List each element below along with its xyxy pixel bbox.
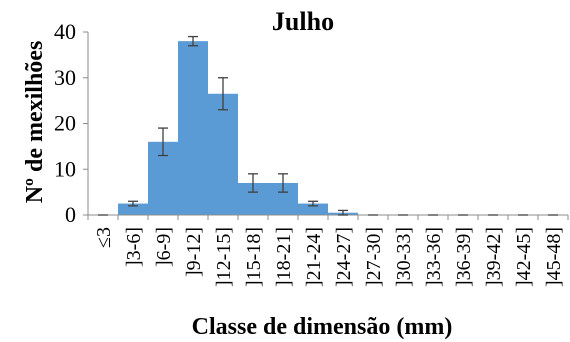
x-category-label: ]15-18] [243, 227, 265, 287]
y-tick-label: 30 [54, 65, 76, 90]
y-axis-title: Nº de mexilhões [22, 41, 48, 204]
x-category-label: ]33-36] [423, 227, 445, 287]
x-category-label: ]42-45] [513, 227, 535, 287]
x-axis-title: Classe de dimensão (mm) [192, 314, 453, 340]
x-category-label: ]39-42] [483, 227, 505, 287]
x-category-label: ]45-48] [543, 227, 565, 287]
bar [298, 203, 328, 215]
plot-area: 0 10 20 30 40 ≤3 ]3-6] ]6-9] ]9-12] ]12-15] ]15-18… [54, 19, 569, 287]
x-category-label: ]36-39] [453, 227, 475, 287]
x-category-label: ]18-21] [273, 227, 295, 287]
x-category-label: ]12-15] [213, 227, 235, 287]
y-tick-label: 20 [54, 111, 76, 136]
chart-title: Julho [272, 7, 334, 36]
x-category-label: ]3-6] [123, 227, 145, 267]
x-category-label: ]30-33] [393, 227, 415, 287]
x-category-label: ]27-30] [363, 227, 385, 287]
y-tick-label: 40 [54, 19, 76, 44]
x-category-label: ≤3 [93, 227, 115, 248]
x-category-label: ]9-12] [183, 227, 205, 277]
y-tick-label: 10 [54, 156, 76, 181]
x-category-label: ]21-24] [303, 227, 325, 287]
x-category-label: ]24-27] [333, 227, 355, 287]
x-category-label: ]6-9] [153, 227, 175, 267]
y-tick-label: 0 [65, 202, 76, 227]
bar [208, 93, 238, 215]
bar [178, 41, 208, 216]
bar [118, 203, 148, 215]
